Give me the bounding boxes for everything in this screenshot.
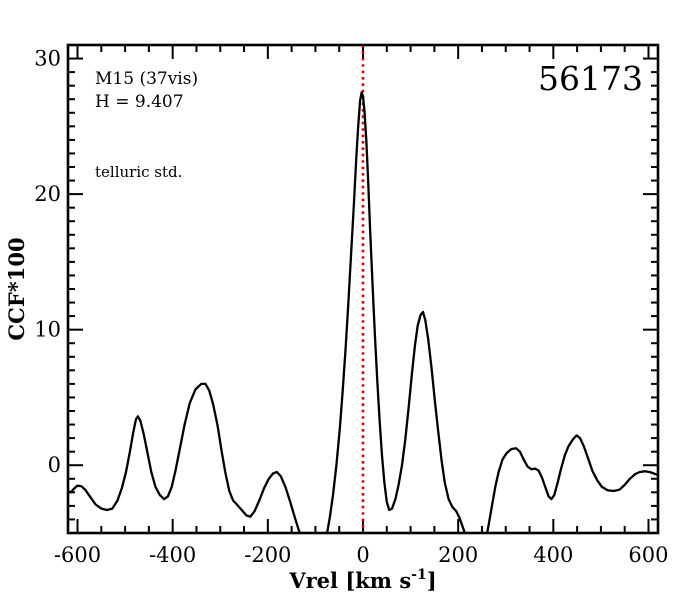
cluster-label: M15 (37vis) bbox=[95, 69, 198, 89]
x-tick-label: 600 bbox=[628, 543, 668, 567]
x-tick-label: 400 bbox=[533, 543, 573, 567]
x-axis-title-superscript: -1 bbox=[411, 567, 427, 583]
y-tick-label: 10 bbox=[34, 318, 61, 342]
ccf-curve bbox=[69, 91, 657, 532]
y-axis-title: CCF*100 bbox=[4, 237, 29, 340]
x-tick-label: -600 bbox=[54, 543, 101, 567]
x-tick-label: -200 bbox=[244, 543, 291, 567]
x-tick-label: 200 bbox=[438, 543, 478, 567]
ccf-curve-group bbox=[69, 46, 657, 532]
y-tick-label: 20 bbox=[34, 182, 61, 206]
x-tick-label: 0 bbox=[356, 543, 369, 567]
x-tick-labels: -600 -400 -200 0 200 400 600 bbox=[54, 543, 669, 567]
telluric-note: telluric std. bbox=[95, 163, 182, 181]
x-axis-title: Vrel [km s-1] bbox=[288, 567, 436, 593]
x-tick-label: -400 bbox=[149, 543, 196, 567]
y-tick-labels: 0 10 20 30 bbox=[34, 47, 61, 478]
plot-frame bbox=[66, 43, 660, 535]
magnitude-label: H = 9.407 bbox=[95, 92, 184, 112]
star-id: 56173 bbox=[538, 59, 643, 98]
y-tick-label: 0 bbox=[48, 453, 61, 477]
y-tick-label: 30 bbox=[34, 47, 61, 71]
